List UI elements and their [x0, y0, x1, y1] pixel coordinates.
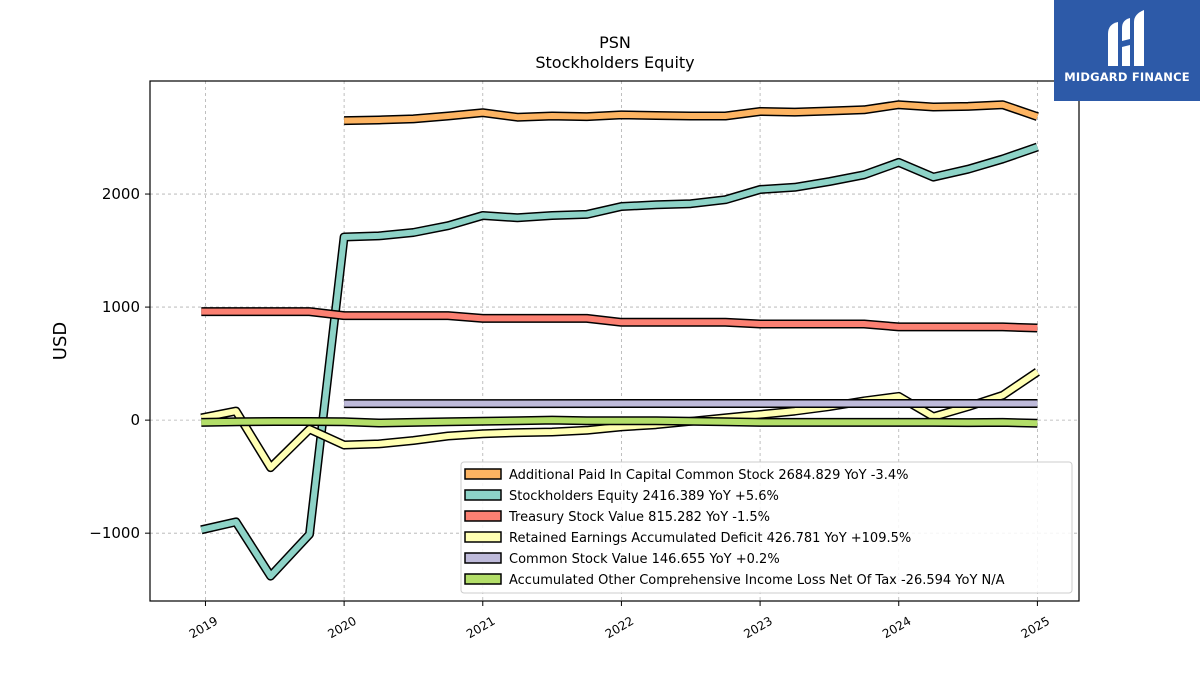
x-tick-label: 2024	[880, 614, 913, 641]
y-axis: −1000 0 1000 2000	[89, 185, 150, 542]
legend-swatch	[464, 552, 502, 564]
x-tick-label: 2022	[603, 614, 636, 641]
plot-frame	[149, 80, 1080, 602]
y-tick-label: 1000	[102, 298, 140, 316]
legend-swatch	[464, 489, 502, 501]
series-2	[201, 307, 1038, 333]
y-tick-label: 2000	[102, 185, 140, 203]
y-tick-label: −1000	[89, 524, 140, 542]
x-tick-label: 2019	[187, 614, 220, 641]
legend-entry: Additional Paid In Capital Common Stock …	[509, 468, 908, 483]
series-1	[200, 142, 1039, 581]
series-3	[200, 368, 1040, 473]
y-axis-label: USD	[50, 322, 71, 360]
x-tick-label: 2020	[325, 614, 358, 641]
x-tick-label: 2021	[464, 614, 497, 641]
brand-logo: MIDGARD FINANCE	[1054, 0, 1200, 101]
legend-entry: Stockholders Equity 2416.389 YoY +5.6%	[509, 489, 779, 504]
series-line	[201, 308, 1038, 331]
chart-subtitle: Stockholders Equity	[535, 53, 694, 72]
series-0	[344, 100, 1039, 126]
legend-entry: Treasury Stock Value 815.282 YoY -1.5%	[508, 510, 770, 525]
legend-entry: Accumulated Other Comprehensive Income L…	[509, 573, 1005, 588]
legend-entry: Retained Earnings Accumulated Deficit 42…	[509, 531, 911, 546]
series-line	[200, 369, 1040, 471]
logo-text: MIDGARD FINANCE	[1064, 70, 1190, 84]
legend-swatch	[464, 573, 502, 585]
legend-swatch	[464, 510, 502, 522]
legend-entry: Common Stock Value 146.655 YoY +0.2%	[509, 552, 780, 567]
y-tick-label: 0	[130, 411, 140, 429]
series-layer	[200, 100, 1040, 581]
x-tick-label: 2025	[1019, 614, 1052, 641]
x-axis: 2019 2020 2021 2022 2023 2024 2025	[187, 601, 1052, 641]
legend-swatch	[464, 468, 502, 480]
series-line	[344, 101, 1039, 124]
x-tick-label: 2023	[741, 614, 774, 641]
series-line	[201, 417, 1038, 427]
logo-mark-icon	[1108, 10, 1144, 66]
series-5	[201, 415, 1038, 428]
legend: Additional Paid In Capital Common Stock …	[460, 461, 1073, 594]
chart-title: PSN	[599, 33, 631, 52]
series-line	[200, 144, 1039, 580]
legend-box	[460, 461, 1073, 594]
legend-swatch	[464, 531, 502, 543]
